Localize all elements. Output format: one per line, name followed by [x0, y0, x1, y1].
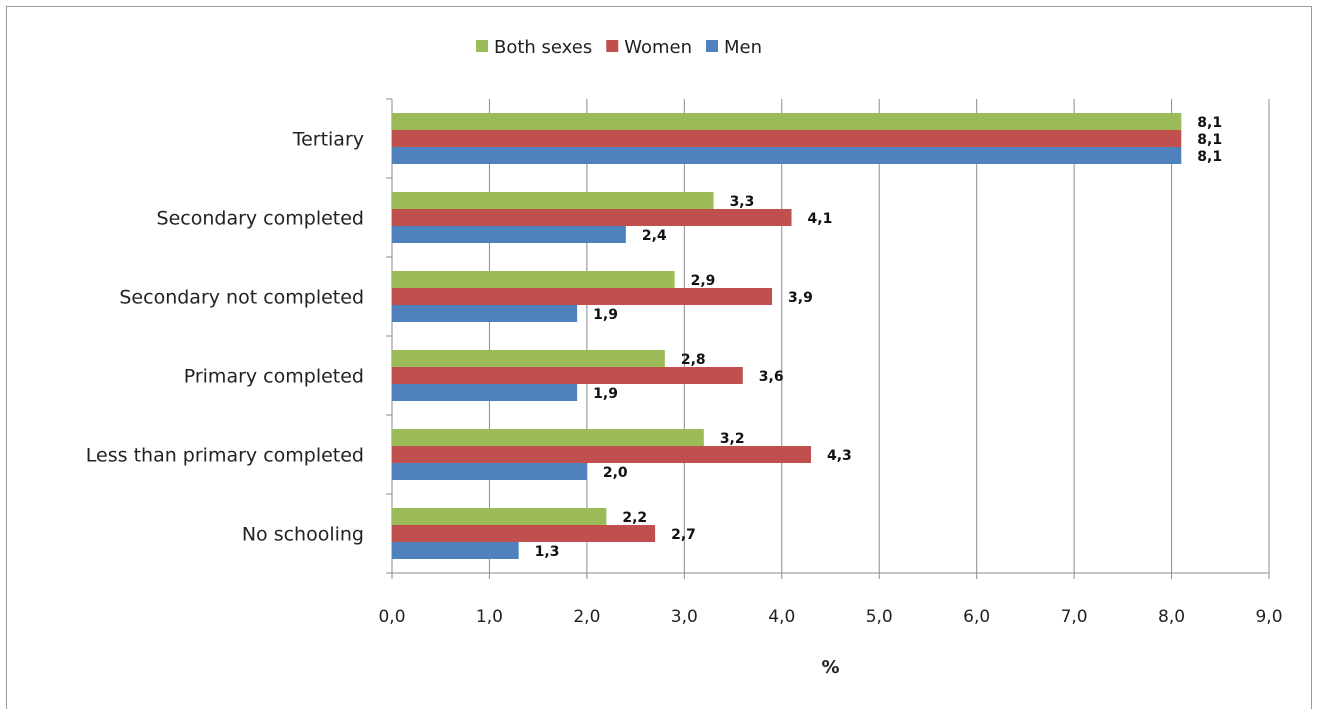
bar	[392, 350, 665, 367]
bar	[392, 130, 1182, 147]
category-label: No schooling	[242, 524, 364, 546]
data-label: 4,1	[808, 211, 833, 227]
data-label: 2,2	[622, 510, 647, 526]
data-label: 1,3	[535, 544, 560, 560]
category-label: Less than primary completed	[86, 445, 364, 467]
bar	[392, 542, 519, 559]
category-labels: Tertiary Secondary completed Secondary not…	[86, 129, 364, 546]
x-axis-title: %	[821, 657, 839, 678]
x-tick-label: 0,0	[378, 607, 405, 627]
bar	[392, 288, 773, 305]
data-label: 8,1	[1197, 132, 1222, 148]
legend-label: Men	[724, 37, 762, 58]
data-label: 2,9	[691, 273, 716, 289]
category-label: Primary completed	[184, 366, 364, 388]
data-label: 3,3	[730, 194, 755, 210]
bar	[392, 384, 578, 401]
data-label: 1,9	[593, 386, 618, 402]
data-label: 8,1	[1197, 149, 1222, 165]
x-tick-label: 4,0	[768, 607, 795, 627]
x-tick-label: 1,0	[476, 607, 503, 627]
data-label: 3,9	[788, 290, 813, 306]
x-tick-label: 6,0	[963, 607, 990, 627]
bar	[392, 367, 743, 384]
bar	[392, 508, 607, 525]
x-tick-label: 8,0	[1158, 607, 1185, 627]
bar	[392, 271, 675, 288]
bar	[392, 209, 792, 226]
legend-label: Both sexes	[494, 37, 592, 58]
data-label: 2,4	[642, 228, 667, 244]
axes	[386, 98, 1270, 579]
bar	[392, 147, 1182, 164]
category-label: Secondary not completed	[119, 287, 364, 309]
x-tick-label: 5,0	[866, 607, 893, 627]
gridlines	[488, 99, 1270, 573]
x-tick-label: 9,0	[1255, 607, 1282, 627]
bar	[392, 525, 656, 542]
bar	[392, 113, 1182, 130]
tick-labels: 0,0 1,0 2,0 3,0 4,0 5,0 6,0 7,0 8,0 9,0	[378, 607, 1282, 627]
legend-swatch	[706, 40, 719, 52]
bar	[392, 446, 812, 463]
data-label: 2,8	[681, 352, 706, 368]
data-label: 2,7	[671, 527, 696, 543]
x-tick-label: 7,0	[1061, 607, 1088, 627]
bar	[392, 226, 626, 243]
data-label: 4,3	[827, 448, 852, 464]
legend-swatch	[606, 40, 619, 52]
data-label: 8,1	[1197, 115, 1222, 131]
data-labels: 8,18,18,13,34,12,42,93,91,92,83,61,93,24…	[535, 115, 1222, 560]
x-tick-label: 2,0	[573, 607, 600, 627]
x-tick-label: 3,0	[671, 607, 698, 627]
legend: Both sexes Women Men	[476, 37, 762, 58]
bars	[392, 113, 1182, 559]
legend-swatch	[476, 40, 488, 52]
bar	[392, 192, 714, 209]
legend-label: Women	[624, 37, 692, 58]
data-label: 2,0	[603, 465, 628, 481]
bar	[392, 429, 704, 446]
data-label: 3,2	[720, 431, 745, 447]
data-label: 3,6	[759, 369, 784, 385]
category-label: Tertiary	[292, 129, 364, 151]
bar	[392, 463, 587, 480]
category-label: Secondary completed	[157, 208, 364, 230]
data-label: 1,9	[593, 307, 618, 323]
bar	[392, 305, 578, 322]
